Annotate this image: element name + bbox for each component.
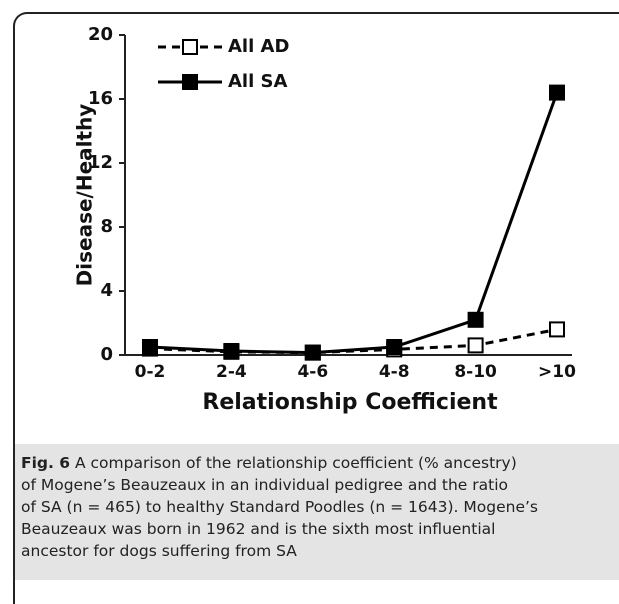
data-point [549, 84, 565, 101]
x-tick-label: >10 [538, 362, 576, 382]
x-tick-label: 8-10 [454, 362, 497, 382]
x-tick-label: 4-6 [297, 362, 328, 382]
y-tick-label: 4 [100, 280, 113, 301]
data-point [142, 339, 158, 355]
legend-label: All SA [228, 71, 288, 92]
data-point [467, 311, 484, 328]
caption-line: Fig. 6 A comparison of the relationship … [21, 452, 619, 474]
data-point [223, 343, 240, 359]
x-tick-label: 0-2 [135, 362, 166, 382]
y-tick-label: 0 [100, 344, 113, 365]
chart: Relationship Coefficient Disease/Healthy… [73, 24, 577, 415]
caption-label: Fig. 6 [21, 454, 71, 472]
y-tick-label: 16 [88, 88, 113, 109]
x-tick-label: 4-8 [379, 362, 410, 382]
series-line [149, 92, 559, 355]
data-point [549, 321, 565, 338]
x-tick-label: 2-4 [216, 362, 247, 382]
legend-marker [182, 39, 198, 55]
y-tick-label: 12 [88, 152, 113, 173]
caption-line: of Mogene’s Beauzeaux in an individual p… [21, 476, 509, 494]
caption-line: Beauzeaux was born in 1962 and is the si… [21, 520, 496, 538]
caption: Fig. 6 A comparison of the relationship … [15, 444, 619, 580]
figure-frame [13, 12, 619, 604]
data-point [386, 339, 403, 355]
y-tick-label: 8 [100, 216, 113, 237]
caption-text: A comparison of the relationship coeffic… [70, 454, 517, 472]
legend-marker [182, 74, 198, 90]
caption-line: of SA (n = 465) to healthy Standard Pood… [21, 498, 538, 516]
data-point [304, 344, 321, 361]
x-axis-title: Relationship Coefficient [202, 390, 498, 415]
y-axis-title: Disease/Healthy [73, 104, 97, 287]
caption-line: ancestor for dogs suffering from SA [21, 542, 297, 560]
y-tick-label: 20 [88, 24, 113, 45]
data-point [467, 337, 484, 354]
legend-label: All AD [228, 36, 289, 57]
